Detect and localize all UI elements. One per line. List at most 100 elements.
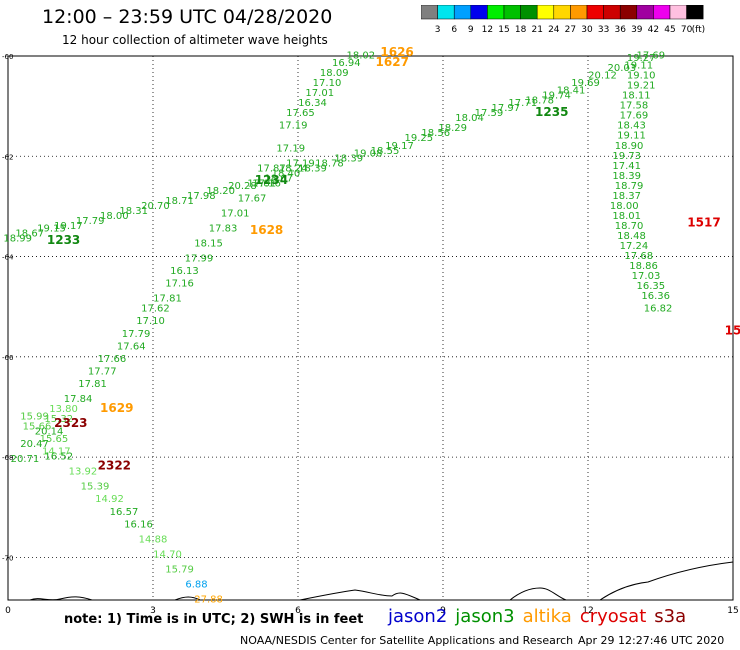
swh-value-label: 17.67 (238, 193, 267, 204)
swh-value-label: 17.62 (141, 304, 170, 315)
swh-value-label: 18.78 (315, 158, 344, 169)
swh-value-label: 18.00 (100, 211, 129, 222)
swh-value-label: 17.97 (492, 103, 521, 114)
y-tick-label: -68 (2, 454, 13, 462)
map-title: 12:00 – 23:59 UTC 04/28/2020 (42, 6, 333, 28)
swh-value-label: 17.81 (78, 379, 107, 390)
swh-value-label: 15.79 (165, 564, 194, 575)
pass-time-label: 1626 (380, 45, 413, 59)
swh-value-label: 18.04 (455, 113, 484, 124)
swh-value-label: 17.69 (620, 111, 649, 122)
colorbar-tick-label: 39 (631, 25, 643, 35)
colorbar-tick-label: 30 (581, 25, 593, 35)
pass-time-label: 1629 (100, 401, 133, 415)
swh-value-label: 14.88 (139, 534, 168, 545)
x-tick-label: 3 (150, 606, 156, 616)
swh-value-label: 19.11 (617, 131, 646, 142)
swh-value-label: 18.56 (421, 128, 450, 139)
swh-value-label: 15.66 (23, 422, 52, 433)
swh-value-label: 16.36 (641, 291, 670, 302)
swh-value-label: 18.70 (615, 221, 644, 232)
swh-value-label: 17.16 (252, 178, 281, 189)
swh-value-label: 20.47 (20, 439, 49, 450)
swh-value-label: 20.12 (588, 71, 617, 82)
swh-value-label: 17.99 (185, 254, 214, 265)
colorbar-tick-label: 21 (531, 25, 542, 35)
swh-value-label: 18.40 (272, 168, 301, 179)
swh-value-label: 17.16 (165, 279, 194, 290)
x-tick-label: 9 (440, 606, 446, 616)
swh-value-label: 16.16 (124, 519, 153, 530)
swh-value-label: 17.79 (76, 216, 105, 227)
pass-time-label: 1235 (535, 105, 568, 119)
swh-value-label: 17.65 (286, 108, 315, 119)
swh-value-label: 20.14 (35, 427, 64, 438)
swh-value-label: 18.09 (320, 68, 349, 79)
pass-time-label: 1234 (255, 173, 288, 187)
swh-value-label: 17.77 (88, 366, 117, 377)
pass-time-label: 2322 (98, 459, 131, 473)
swh-value-label: 19.73 (612, 151, 641, 162)
map-subtitle: 12 hour collection of altimeter wave hei… (62, 33, 328, 47)
colorbar-tick-label: 9 (468, 25, 474, 35)
swh-value-label: 15.39 (81, 482, 110, 493)
swh-value-label: 17.98 (187, 191, 216, 202)
y-tick-label: -70 (2, 554, 13, 562)
swh-value-label: 19.08 (354, 148, 383, 159)
swh-value-label: 18.11 (622, 91, 651, 102)
swh-value-label: 18.43 (617, 121, 646, 132)
swh-value-label: 6.88 (185, 579, 207, 590)
swh-value-label: 18.79 (615, 181, 644, 192)
swh-value-label: 18.29 (438, 123, 467, 134)
swh-value-label: 17.84 (64, 394, 93, 405)
x-tick-label: 12 (582, 606, 593, 616)
swh-value-label: 13.80 (49, 404, 78, 415)
swh-value-label: 19.25 (405, 133, 434, 144)
pass-time-label: 1627 (376, 55, 409, 69)
satellite-legend-entry: s3a (654, 606, 687, 627)
x-tick-label: 0 (5, 606, 11, 616)
swh-value-label: 18.01 (612, 211, 641, 222)
swh-value-label: 17.58 (620, 101, 649, 112)
swh-value-label: 16.35 (637, 281, 666, 292)
credit-line: NOAA/NESDIS Center for Satellite Applica… (240, 634, 574, 647)
swh-value-label: 14.92 (95, 494, 124, 505)
swh-value-label: 17.01 (221, 208, 250, 219)
generated-timestamp: Apr 29 12:27:46 UTC 2020 (578, 634, 725, 647)
swh-value-label: 18.24 (279, 163, 308, 174)
swh-value-label: 17.71 (508, 98, 537, 109)
swh-value-label: 15.99 (20, 412, 49, 423)
swh-value-label: 19.11 (624, 61, 653, 72)
colorbar-unit: (ft) (692, 25, 706, 35)
swh-value-label: 19.69 (571, 78, 600, 89)
colorbar-tick-label: 18 (515, 25, 527, 35)
swh-value-label: 17.64 (117, 341, 146, 352)
swh-value-label: 17.24 (620, 241, 649, 252)
colorbar-tick-label: 12 (482, 25, 493, 35)
pass-time-label: 2323 (54, 416, 87, 430)
swh-value-label: 18.55 (371, 146, 400, 157)
swh-value-label: 18.99 (3, 234, 32, 245)
y-tick-label: -66 (2, 354, 14, 362)
satellite-legend: jason2 jason3 altika cryosat s3a (388, 606, 694, 627)
swh-value-label: 19.21 (627, 81, 656, 92)
y-tick-label: -60 (2, 53, 13, 61)
swh-value-label: 18.39 (298, 163, 327, 174)
swh-value-label: 17.59 (475, 108, 504, 119)
swh-value-label: 19.74 (542, 91, 571, 102)
colorbar-tick-label: 6 (451, 25, 457, 35)
swh-value-label: 16.82 (644, 304, 673, 315)
swh-value-label: 18.67 (264, 173, 293, 184)
satellite-legend-entry: altika (522, 606, 572, 627)
swh-value-label: 19.10 (627, 71, 656, 82)
swh-value-label: 15.65 (40, 434, 69, 445)
swh-value-label: 17.87 (257, 163, 286, 174)
swh-value-label: 18.86 (629, 261, 658, 272)
colorbar-tick-label: 33 (598, 25, 609, 35)
y-tick-label: -64 (2, 254, 14, 262)
swh-value-label: 19.27 (627, 53, 656, 64)
satellite-legend-entry: cryosat (579, 606, 647, 627)
swh-value-label: 18.78 (525, 96, 554, 107)
swh-value-label: 18.31 (119, 206, 148, 217)
